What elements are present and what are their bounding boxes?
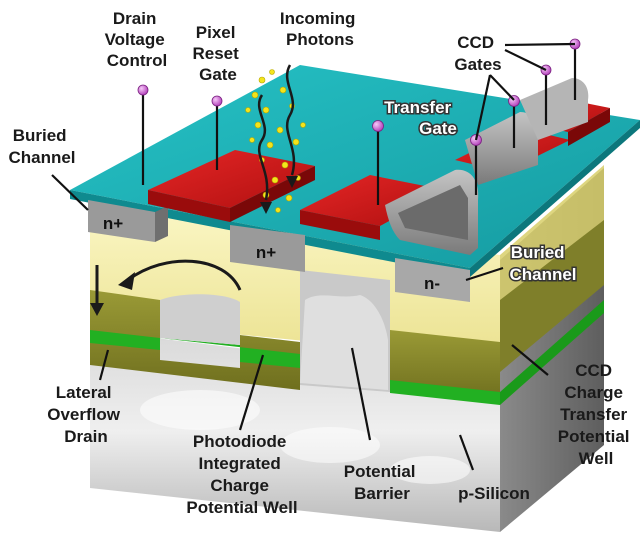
n-plus-left-implant: [88, 200, 155, 242]
silicon-texture: [140, 390, 470, 484]
drain-down-arrow-head: [90, 303, 104, 316]
transfer-gate: [300, 175, 445, 226]
photodiode-potential-well: [90, 290, 300, 390]
overflow-curved-arrow: [127, 259, 242, 291]
ccd-gate-back: [520, 78, 589, 140]
pixel-reset-gate-front: [148, 190, 230, 222]
ccd-red-gate-2-side: [568, 108, 610, 146]
n-minus-implant: [395, 258, 470, 302]
label-incoming-photons: Incoming Photons: [280, 9, 360, 49]
pin-leads: [141, 46, 577, 205]
side-green-band: [500, 300, 604, 405]
ccd-gate-front-inner: [398, 185, 468, 240]
gate-oxide-edge-side: [470, 120, 640, 277]
barrier-highlight: [300, 295, 388, 390]
leader-lines: [51, 42, 576, 471]
ccd-potential-well: [390, 330, 500, 400]
label-buried-channel-left: Buried Channel: [8, 126, 75, 167]
label-drain-voltage-control: Drain Voltage Control: [105, 9, 170, 70]
label-p-silicon: p-Silicon: [458, 484, 530, 503]
dopant-n-minus: n-: [424, 274, 440, 293]
ccd-potential-well-side: [500, 220, 604, 372]
dopant-n-plus-left: n+: [103, 214, 123, 233]
label-lateral-overflow-drain: Lateral Overflow Drain: [47, 383, 124, 446]
photon-arrow-head-1: [260, 202, 272, 214]
ccd-gate-middle: [465, 112, 539, 185]
overflow-arrow-head: [118, 272, 135, 290]
label-photodiode-well: Photodiode Integrated Charge Potential W…: [186, 432, 297, 517]
label-transfer-gate: Transfer Gate: [384, 98, 457, 138]
label-pixel-reset-gate: Pixel Reset Gate: [192, 23, 243, 84]
ccd-green-band: [390, 380, 500, 405]
photon-arrows: [257, 64, 296, 201]
dopant-n-plus-center: n+: [256, 243, 276, 262]
photon-dots: [245, 69, 306, 213]
n-plus-left-side: [155, 206, 168, 242]
label-ccd-gates: CCD Gates: [454, 33, 501, 74]
n-plus-center-implant: [230, 225, 305, 272]
pixel-reset-gate: [148, 150, 315, 208]
photodiode-green-band: [90, 330, 300, 368]
label-potential-barrier: Potential Barrier: [344, 462, 421, 503]
transfer-gate-front: [300, 210, 380, 240]
label-buried-channel-right: Buried Channel: [509, 243, 576, 284]
label-ccd-transfer-well: CCD Charge Transfer Potential Well: [558, 361, 635, 468]
photodiode-gray-mound: [160, 294, 240, 345]
photon-arrow-head-2: [286, 176, 298, 188]
